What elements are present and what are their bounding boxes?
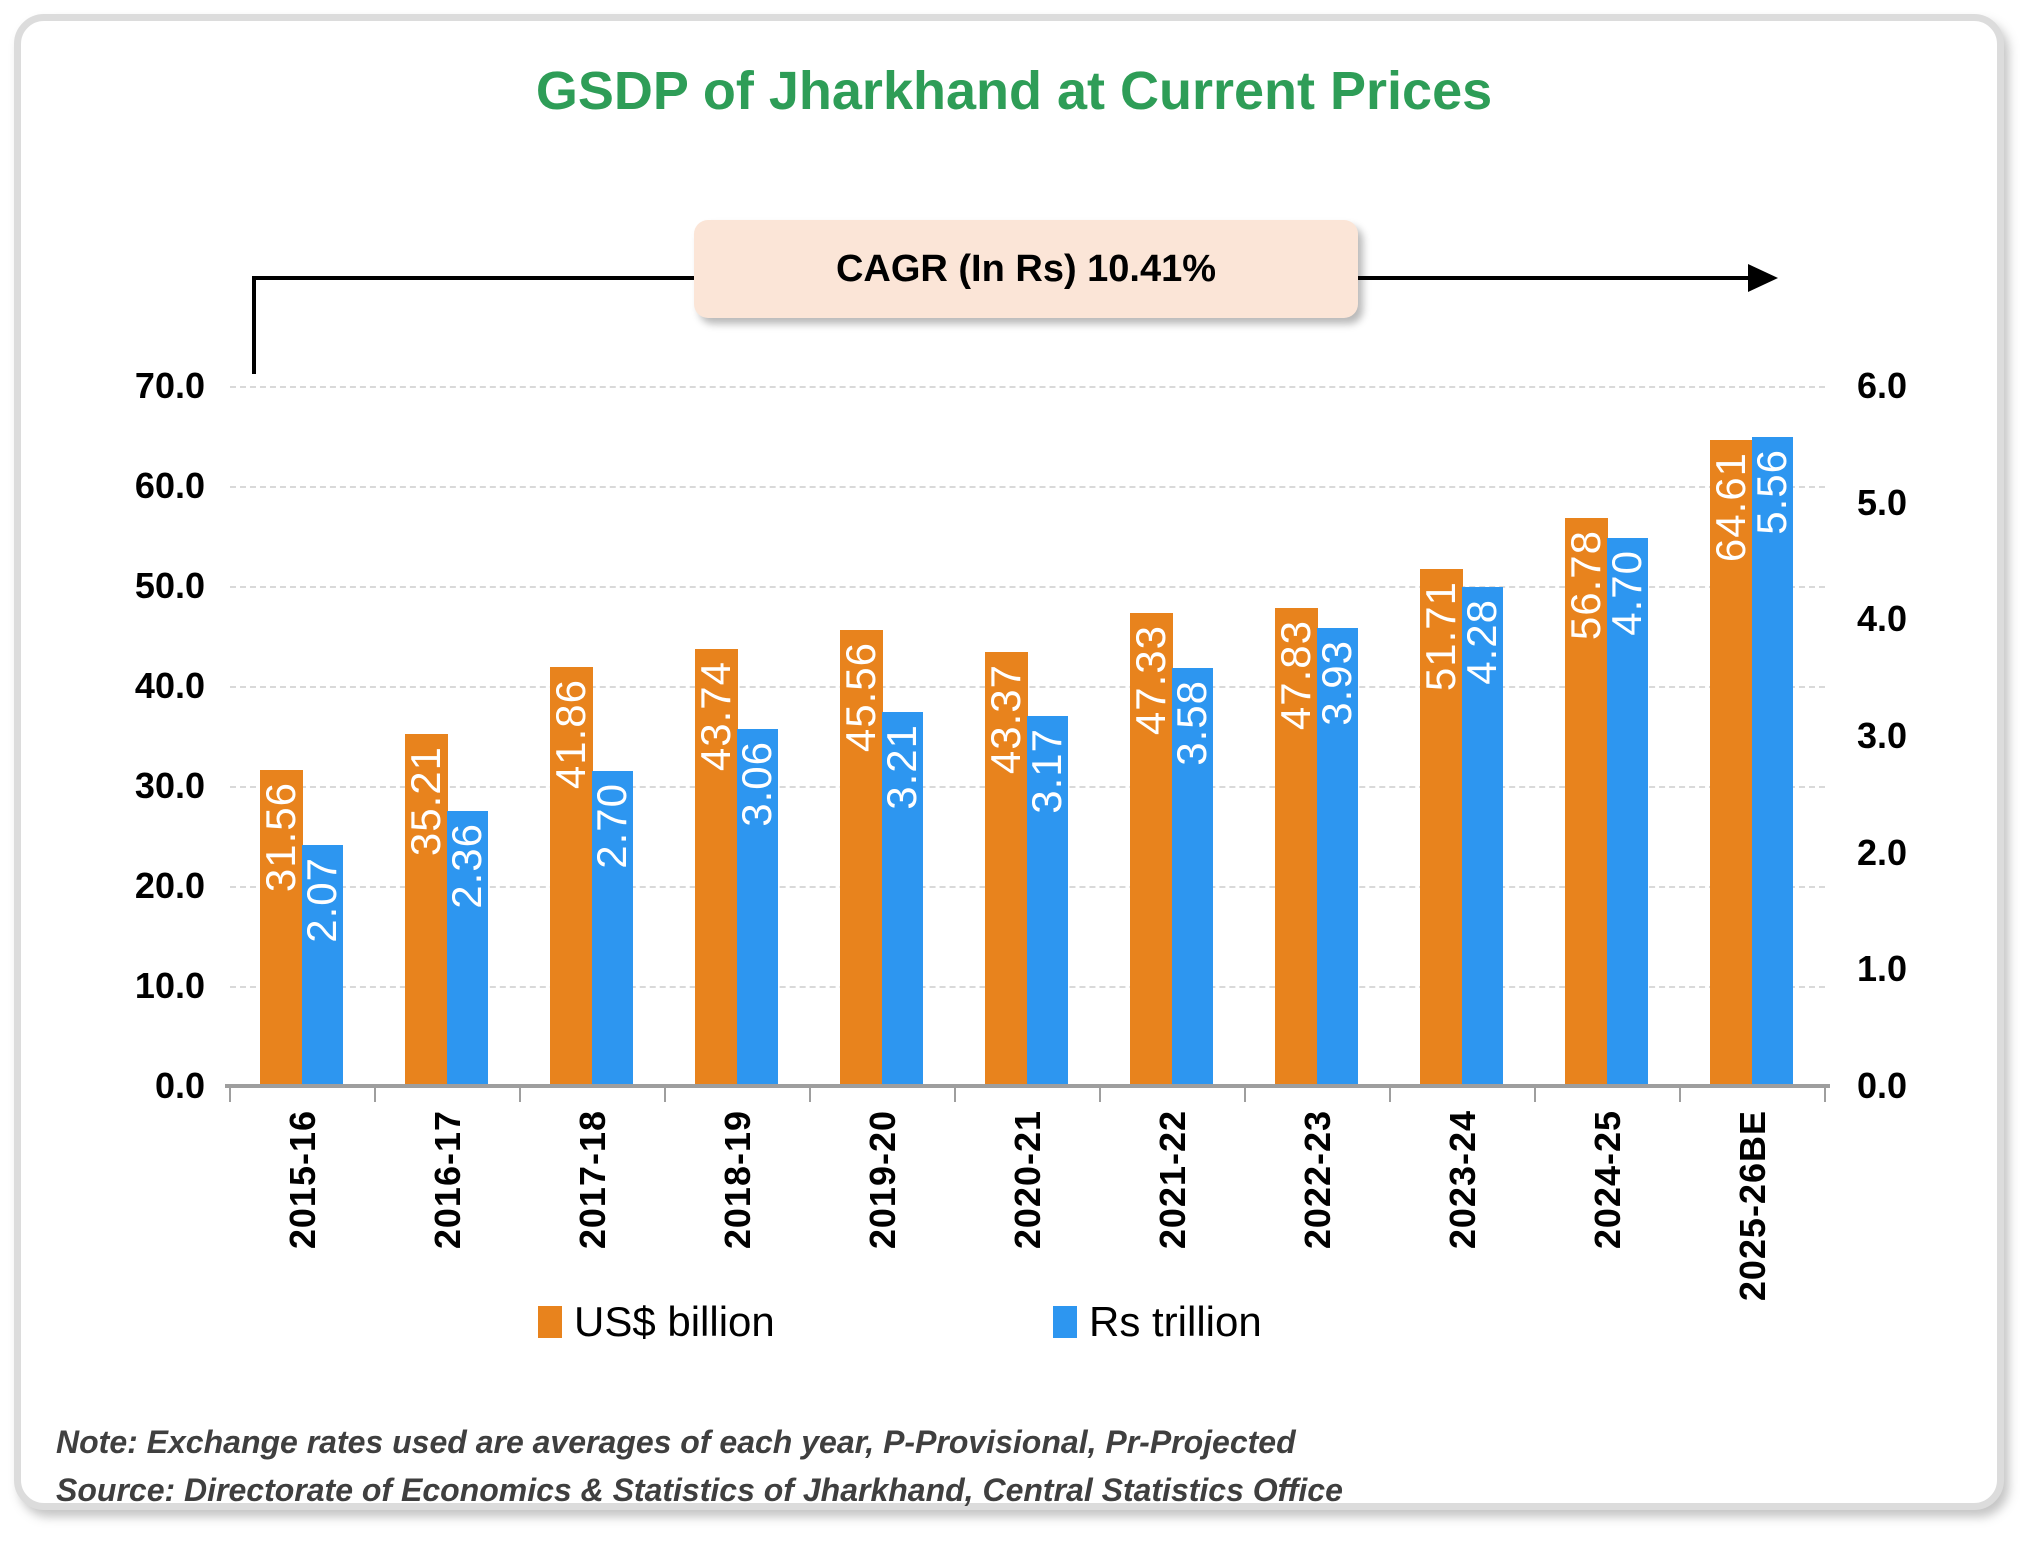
bar-value-label: 45.56 [837,642,884,753]
source-text: Source: Directorate of Economics & Stati… [56,1472,1343,1508]
bar-usd-2020-21: 43.37 [982,652,1029,1086]
x-axis-label-2025-26BE: 2025-26BE [1731,1110,1773,1302]
legend-item-rs: Rs trillion [1053,1298,1262,1346]
note-text: Note: Exchange rates used are averages o… [56,1424,1296,1460]
bar-value-label: 5.56 [1748,449,1795,536]
bar-rs-2021-22: 3.58 [1168,668,1215,1086]
bar-rs-2022-23: 3.93 [1313,627,1360,1086]
bar-rs-2023-24: 4.28 [1458,586,1505,1086]
bar-value-label: 3.93 [1313,639,1360,726]
rs-legend-swatch [1053,1306,1077,1338]
right-axis-tick-label: 4.0 [1857,598,1908,640]
x-axis-label-2022-23: 2022-23 [1296,1110,1338,1250]
bar-value-label: 64.61 [1707,451,1754,563]
x-axis-tick [1824,1086,1826,1102]
x-axis-line [225,1084,1830,1088]
bar-value-label: 3.58 [1168,680,1215,767]
bar-usd-2017-18: 41.86 [547,667,594,1086]
x-axis-label-2019-20: 2019-20 [861,1110,903,1250]
bar-value-label: 47.33 [1127,624,1174,735]
plot-area: 31.56 2.07 35.21 2.36 41.86 2.70 43.74 3.06 45.5… [225,386,1830,1102]
bar-value-label: 35.21 [402,745,449,857]
bar-usd-2015-16: 31.56 [257,770,304,1086]
usd-legend-label: US$ billion [574,1298,775,1345]
left-axis-tick-label: 60.0 [134,465,205,506]
legend-item-usd: US$ billion [538,1298,775,1346]
cagr-arrow-head-icon [1748,264,1778,292]
bar-rs-2025-26BE: 5.56 [1748,437,1795,1086]
x-axis-label-2016-17: 2016-17 [426,1110,468,1250]
bar-rs-2016-17: 2.36 [443,810,490,1086]
x-axis-tick [1389,1086,1391,1102]
bar-usd-2021-22: 47.33 [1127,612,1174,1086]
left-axis-tick-label: 40.0 [134,665,205,706]
x-axis-label-2023-24: 2023-24 [1441,1110,1483,1250]
x-axis-tick [374,1086,376,1102]
left-axis-tick-label: 20.0 [134,865,205,906]
bar-value-label: 3.06 [733,741,780,827]
x-axis-tick [1679,1086,1681,1102]
cagr-label: CAGR (In Rs) 10.41% [835,247,1217,290]
x-axis-tick [1099,1086,1101,1102]
chart-title: GSDP of Jharkhand at Current Prices [535,61,1493,121]
x-axis-tick [519,1086,521,1102]
cagr-callout: CAGR (In Rs) 10.41% [694,220,1358,318]
x-axis-tick [954,1086,956,1102]
left-axis-tick-label: 50.0 [134,565,205,606]
bar-usd-2022-23: 47.83 [1272,607,1319,1086]
cagr-arrow-elbow [252,276,256,374]
bar-value-label: 4.28 [1458,598,1505,685]
bar-rs-2024-25: 4.70 [1603,537,1650,1086]
x-axis-tick [664,1086,666,1102]
bar-usd-2023-24: 51.71 [1417,568,1464,1086]
left-axis-tick-label: 30.0 [134,765,205,806]
bar-value-label: 43.74 [692,660,739,771]
bar-value-label: 2.36 [443,822,490,909]
bar-value-label: 2.07 [298,856,345,943]
bar-rs-2017-18: 2.70 [588,771,635,1086]
bar-value-label: 51.71 [1417,580,1464,692]
usd-legend-swatch [538,1306,562,1338]
bar-value-label: 31.56 [257,782,304,893]
bar-rs-2019-20: 3.21 [878,711,925,1086]
right-axis-tick-label: 6.0 [1857,365,1908,406]
gridline [230,586,1825,588]
right-axis-tick-label: 1.0 [1857,948,1908,990]
bar-usd-2018-19: 43.74 [692,648,739,1086]
bar-value-label: 2.70 [588,783,635,869]
left-axis-tick-label: 10.0 [134,965,205,1006]
bar-value-label: 47.83 [1272,619,1319,730]
bar-rs-2020-21: 3.17 [1023,716,1070,1086]
x-axis-tick [1244,1086,1246,1102]
bar-value-label: 3.21 [878,723,925,810]
bar-value-label: 56.78 [1562,530,1609,641]
bar-value-label: 4.70 [1603,549,1650,636]
x-axis-tick [1534,1086,1536,1102]
bar-usd-2024-25: 56.78 [1562,518,1609,1086]
bar-value-label: 43.37 [982,664,1029,775]
bar-rs-2018-19: 3.06 [733,729,780,1086]
right-axis-tick-label: 5.0 [1857,481,1908,523]
bar-rs-2015-16: 2.07 [298,844,345,1086]
x-axis-label-2024-25: 2024-25 [1586,1110,1628,1250]
bar-value-label: 3.17 [1023,728,1070,814]
x-axis-tick [809,1086,811,1102]
x-axis-tick [229,1086,231,1102]
bar-usd-2016-17: 35.21 [402,733,449,1086]
left-axis-tick-label: 70.0 [134,365,205,406]
gridline [230,486,1825,488]
x-axis-label-2015-16: 2015-16 [281,1110,323,1250]
gridline [230,386,1825,388]
rs-legend-label: Rs trillion [1089,1298,1262,1345]
right-axis-tick-label: 3.0 [1857,715,1908,756]
bar-usd-2019-20: 45.56 [837,630,884,1086]
bar-usd-2025-26BE: 64.61 [1707,439,1754,1086]
right-axis-tick-label: 2.0 [1857,831,1908,873]
gridline [230,686,1825,688]
right-axis-tick-label: 0.0 [1857,1065,1908,1106]
left-axis-tick-label: 0.0 [154,1065,205,1106]
bar-value-label: 41.86 [547,679,594,790]
